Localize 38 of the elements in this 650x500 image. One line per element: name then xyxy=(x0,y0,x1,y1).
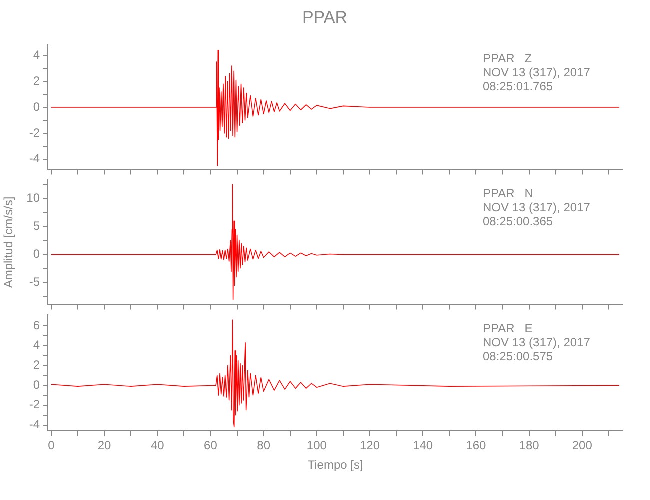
annotation: PPAR Z xyxy=(483,52,532,66)
y-tick-label: 0 xyxy=(33,247,40,262)
x-tick-label: 60 xyxy=(204,438,218,453)
y-tick-label: -4 xyxy=(29,152,40,166)
x-tick-label: 180 xyxy=(519,438,540,453)
y-tick-label: -4 xyxy=(29,418,40,432)
x-tick-label: 140 xyxy=(413,438,434,453)
y-tick-label: -5 xyxy=(29,275,40,290)
y-tick-label: -2 xyxy=(29,398,40,412)
annotation: 08:25:00.365 xyxy=(483,214,554,229)
y-tick-label: -2 xyxy=(29,126,40,140)
annotation: 08:25:01.765 xyxy=(483,80,554,94)
x-axis-title: Tiempo [s] xyxy=(308,458,364,472)
y-tick-label: 5 xyxy=(33,219,40,234)
y-tick-label: 0 xyxy=(33,378,40,392)
x-tick-label: 120 xyxy=(360,438,380,453)
chart-title: PPAR xyxy=(301,8,349,28)
annotation: PPAR N xyxy=(483,186,534,201)
annotation: NOV 13 (317), 2017 xyxy=(483,200,591,215)
x-tick-label: 0 xyxy=(48,438,56,453)
annotation: NOV 13 (317), 2017 xyxy=(483,66,591,80)
y-tick-label: 2 xyxy=(33,358,40,372)
x-tick-label: 100 xyxy=(306,438,328,453)
x-tick-label: 20 xyxy=(98,438,112,453)
y-axis-title: Amplitud [cm/s/s] xyxy=(2,196,16,288)
x-tick-label: 80 xyxy=(257,438,271,453)
x-tick-label: 40 xyxy=(150,438,165,453)
y-tick-label: 4 xyxy=(33,338,40,352)
annotation: PPAR E xyxy=(483,322,533,336)
y-tick-label: 6 xyxy=(33,318,40,332)
y-tick-label: 4 xyxy=(33,48,40,62)
annotation: NOV 13 (317), 2017 xyxy=(483,336,591,350)
y-tick-label: 2 xyxy=(33,74,40,88)
annotation: 08:25:00.575 xyxy=(483,350,554,364)
y-tick-label: 10 xyxy=(26,191,40,206)
x-tick-label: 160 xyxy=(466,438,487,453)
x-tick-label: 200 xyxy=(572,438,593,453)
y-tick-label: 0 xyxy=(33,100,40,114)
